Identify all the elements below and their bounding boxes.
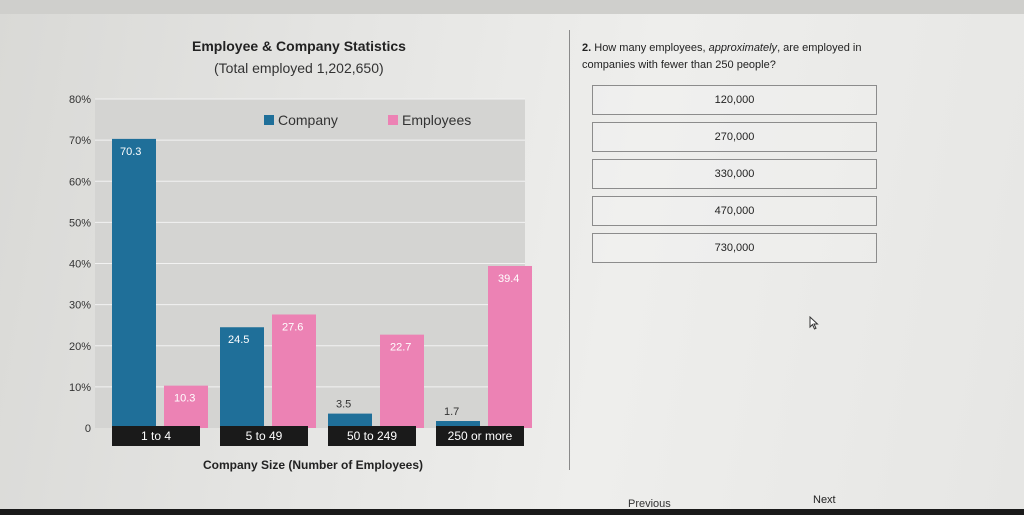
bar-chart: 0 10% 20% 30% 40% 50% 60% 70% 80% 70.3 10.3 1 to 4 2… (69, 94, 532, 472)
company-bar (328, 413, 372, 428)
data-label: 24.5 (228, 334, 249, 346)
data-label: 39.4 (498, 273, 519, 285)
category-label-bg (328, 426, 416, 446)
data-label: 1.7 (444, 406, 459, 418)
company-bar (112, 138, 156, 429)
x-axis-title: Company Size (Number of Employees) (203, 458, 423, 472)
y-tick-label: 60% (69, 176, 91, 188)
question-emphasis: approximately (708, 42, 778, 54)
employees-bar (164, 385, 208, 428)
category-label-bg (436, 426, 524, 446)
category-label-bg (112, 426, 200, 446)
data-label: 70.3 (120, 146, 141, 158)
y-tick-label: 40% (69, 259, 91, 271)
x-tick-label: 1 to 4 (141, 429, 171, 443)
previous-button[interactable]: Previous (628, 498, 671, 510)
answer-option-5[interactable]: 730,000 (592, 233, 877, 263)
employees-bar (488, 265, 532, 428)
x-tick-label: 50 to 249 (347, 429, 397, 443)
answer-option-2[interactable]: 270,000 (592, 122, 877, 152)
data-label: 27.6 (282, 321, 303, 333)
employees-bar (272, 314, 316, 428)
data-label: 10.3 (174, 393, 195, 405)
chart-subtitle: (Total employed 1,202,650) (214, 60, 384, 76)
bottom-bar (0, 509, 1024, 515)
legend-swatch (264, 115, 274, 125)
answer-option-4[interactable]: 470,000 (592, 196, 877, 226)
y-tick-label: 10% (69, 382, 91, 394)
y-tick-label: 70% (69, 135, 91, 147)
y-tick-label: 50% (69, 217, 91, 229)
company-bar (436, 421, 480, 428)
question-text-end: , are employed in companies with fewer t… (582, 42, 862, 71)
y-tick-label: 80% (69, 94, 91, 106)
data-label: 22.7 (390, 342, 411, 354)
question-number: 2. (582, 42, 592, 54)
legend-label: Company (278, 112, 338, 128)
y-tick-label: 0 (85, 423, 91, 435)
question-text: 2. How many employees, approximately, ar… (582, 40, 902, 74)
question-text-start: How many employees, (594, 42, 709, 54)
category-label-bg (220, 426, 308, 446)
employees-bar (380, 334, 424, 428)
y-tick-label: 30% (69, 300, 91, 312)
x-tick-label: 250 or more (448, 429, 513, 443)
legend-label: Employees (402, 112, 471, 128)
answer-option-1[interactable]: 120,000 (592, 85, 877, 115)
panel-divider (569, 30, 570, 470)
legend-swatch (388, 115, 398, 125)
chart-title: Employee & Company Statistics (192, 38, 406, 54)
top-band (0, 0, 1024, 14)
y-tick-label: 20% (69, 341, 91, 353)
company-bar (220, 327, 264, 428)
mouse-pointer-icon (809, 316, 819, 330)
answer-option-3[interactable]: 330,000 (592, 159, 877, 189)
x-tick-label: 5 to 49 (246, 429, 283, 443)
data-label: 3.5 (336, 399, 351, 411)
next-button[interactable]: Next (813, 494, 836, 506)
